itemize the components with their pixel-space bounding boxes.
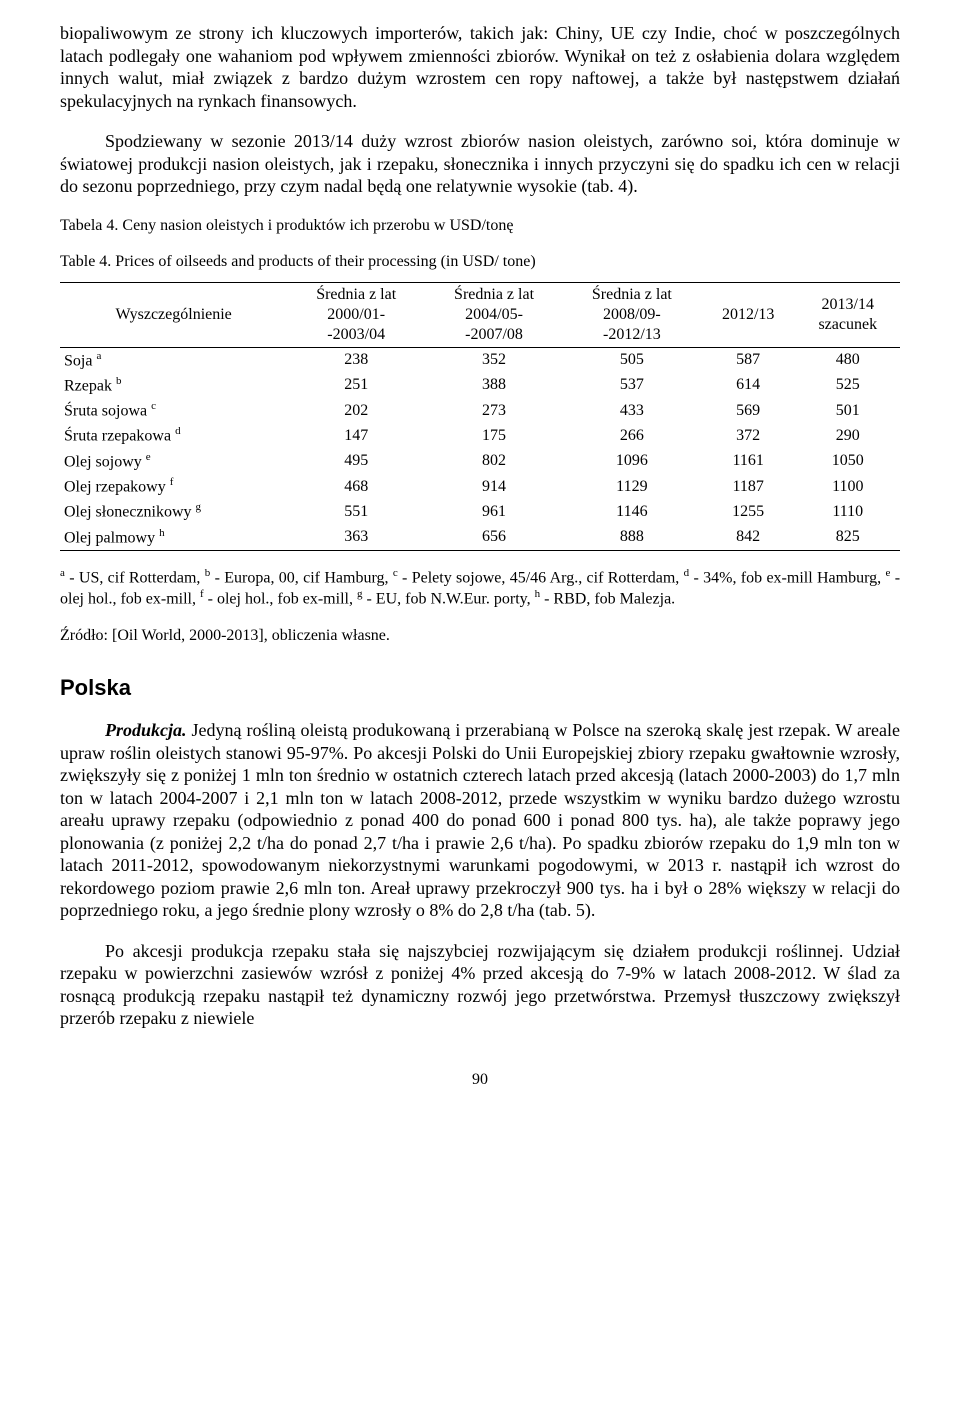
row-value: 1096 <box>563 449 701 474</box>
table-header-row: Wyszczególnienie Średnia z lat 2000/01- … <box>60 282 900 347</box>
row-label: Olej rzepakowy f <box>60 474 287 499</box>
table-row: Olej sojowy e495802109611611050 <box>60 449 900 474</box>
col-2012-13: 2012/13 <box>701 282 796 347</box>
table-row: Olej palmowy h363656888842825 <box>60 525 900 551</box>
row-value: 290 <box>796 423 900 448</box>
row-value: 914 <box>425 474 563 499</box>
row-value: 238 <box>287 347 425 373</box>
row-value: 587 <box>701 347 796 373</box>
row-value: 842 <box>701 525 796 551</box>
col-avg-2008-2012: Średnia z lat 2008/09- -2012/13 <box>563 282 701 347</box>
row-value: 505 <box>563 347 701 373</box>
row-value: 266 <box>563 423 701 448</box>
runin-produkcja: Produkcja. <box>105 720 187 740</box>
row-value: 1255 <box>701 499 796 524</box>
row-value: 1100 <box>796 474 900 499</box>
row-value: 525 <box>796 373 900 398</box>
row-value: 352 <box>425 347 563 373</box>
row-value: 802 <box>425 449 563 474</box>
table-title-en: Table 4. Prices of oilseeds and products… <box>60 252 900 272</box>
row-label: Rzepak b <box>60 373 287 398</box>
row-value: 1050 <box>796 449 900 474</box>
row-value: 495 <box>287 449 425 474</box>
row-label: Olej sojowy e <box>60 449 287 474</box>
row-value: 825 <box>796 525 900 551</box>
prices-table: Wyszczególnienie Średnia z lat 2000/01- … <box>60 282 900 552</box>
row-value: 1129 <box>563 474 701 499</box>
polska-paragraph-2: Po akcesji produkcja rzepaku stała się n… <box>60 940 900 1030</box>
row-value: 537 <box>563 373 701 398</box>
row-value: 273 <box>425 398 563 423</box>
section-heading-polska: Polska <box>60 674 900 702</box>
row-value: 251 <box>287 373 425 398</box>
row-value: 363 <box>287 525 425 551</box>
polska-paragraph-1: Produkcja. Jedyną rośliną oleistą produk… <box>60 719 900 922</box>
row-value: 551 <box>287 499 425 524</box>
table-source: Źródło: [Oil World, 2000-2013], obliczen… <box>60 626 900 646</box>
row-value: 1161 <box>701 449 796 474</box>
row-value: 1187 <box>701 474 796 499</box>
row-label: Soja a <box>60 347 287 373</box>
row-value: 614 <box>701 373 796 398</box>
row-label: Olej palmowy h <box>60 525 287 551</box>
row-label: Śruta rzepakowa d <box>60 423 287 448</box>
table-row: Śruta sojowa c202273433569501 <box>60 398 900 423</box>
row-value: 480 <box>796 347 900 373</box>
col-2013-14: 2013/14 szacunek <box>796 282 900 347</box>
table-row: Olej słonecznikowy g551961114612551110 <box>60 499 900 524</box>
row-value: 888 <box>563 525 701 551</box>
page-number: 90 <box>60 1070 900 1090</box>
row-value: 569 <box>701 398 796 423</box>
col-avg-2000-2003: Średnia z lat 2000/01- -2003/04 <box>287 282 425 347</box>
row-value: 175 <box>425 423 563 448</box>
row-value: 372 <box>701 423 796 448</box>
row-value: 656 <box>425 525 563 551</box>
table-title-pl: Tabela 4. Ceny nasion oleistych i produk… <box>60 216 900 236</box>
table-footnote: a - US, cif Rotterdam, b - Europa, 00, c… <box>60 567 900 610</box>
table-row: Rzepak b251388537614525 <box>60 373 900 398</box>
col-wyszczegolnienie: Wyszczególnienie <box>60 282 287 347</box>
intro-paragraph-1: biopaliwowym ze strony ich kluczowych im… <box>60 22 900 112</box>
table-row: Soja a238352505587480 <box>60 347 900 373</box>
table-row: Olej rzepakowy f468914112911871100 <box>60 474 900 499</box>
row-label: Olej słonecznikowy g <box>60 499 287 524</box>
row-value: 1146 <box>563 499 701 524</box>
row-value: 961 <box>425 499 563 524</box>
table-row: Śruta rzepakowa d147175266372290 <box>60 423 900 448</box>
row-value: 501 <box>796 398 900 423</box>
row-value: 202 <box>287 398 425 423</box>
col-avg-2004-2007: Średnia z lat 2004/05- -2007/08 <box>425 282 563 347</box>
row-value: 147 <box>287 423 425 448</box>
row-value: 468 <box>287 474 425 499</box>
row-value: 433 <box>563 398 701 423</box>
row-value: 1110 <box>796 499 900 524</box>
intro-paragraph-2: Spodziewany w sezonie 2013/14 duży wzros… <box>60 130 900 198</box>
row-label: Śruta sojowa c <box>60 398 287 423</box>
row-value: 388 <box>425 373 563 398</box>
